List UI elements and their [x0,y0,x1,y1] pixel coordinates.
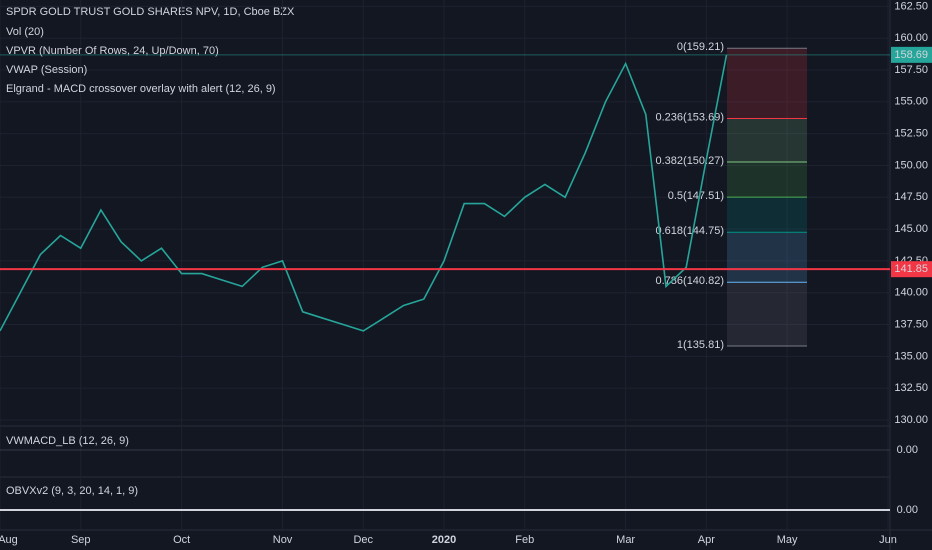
y-tick-label: 160.00 [894,32,928,44]
x-tick-label: Jun [879,534,897,546]
indicator-label: VPVR (Number Of Rows, 24, Up/Down, 70) [6,45,219,57]
indicator-label: VWAP (Session) [6,64,87,76]
x-tick-label: Apr [698,534,715,546]
x-tick-label: Dec [353,534,373,546]
price-label: 141.85 [894,263,928,275]
x-tick-label: Sep [71,534,91,546]
fib-label: 1(135.81) [677,339,724,351]
y-tick-label: 135.00 [894,350,928,362]
y-tick-label: 0.00 [897,504,918,516]
fib-label: 0.786(140.82) [656,275,725,287]
indicator-label: Vol (20) [6,26,44,38]
x-tick-label: Nov [273,534,293,546]
price-label-box [891,46,932,63]
fib-band [727,48,807,119]
y-tick-label: 150.00 [894,159,928,171]
y-tick-label: 147.50 [894,191,928,203]
panel-title: VWMACD_LB (12, 26, 9) [6,435,129,447]
x-tick-label: Feb [515,534,534,546]
fib-label: 0.236(153.69) [656,111,725,123]
fib-band [727,118,807,163]
y-tick-label: 155.00 [894,96,928,108]
y-tick-label: 130.00 [894,414,928,426]
x-tick-label: 2020 [432,534,456,546]
price-line [0,54,728,332]
price-label: 158.69 [894,49,928,61]
fib-label: 0.618(144.75) [656,225,725,237]
y-tick-label: 0.00 [897,444,918,456]
price-label-box [891,261,932,278]
y-tick-label: 132.50 [894,382,928,394]
panel-title: OBVXv2 (9, 3, 20, 14, 1, 9) [6,485,138,497]
fib-band [727,232,807,283]
y-tick-label: 145.00 [894,223,928,235]
x-tick-label: Aug [0,534,18,546]
fib-label: 0.5(147.51) [668,190,724,202]
fib-band [727,282,807,347]
x-tick-label: Oct [173,534,190,546]
chart-title: SPDR GOLD TRUST GOLD SHARES NPV, 1D, Cbo… [6,6,295,18]
y-tick-label: 137.50 [894,318,928,330]
fib-label: 0.382(150.27) [656,155,725,167]
fib-label: 0(159.21) [677,41,724,53]
indicator-label: Elgrand - MACD crossover overlay with al… [6,83,276,95]
fib-band [727,197,807,233]
y-tick-label: 162.50 [894,0,928,12]
y-tick-label: 140.00 [894,287,928,299]
y-tick-label: 157.50 [894,64,928,76]
fib-band [727,162,807,198]
x-tick-label: May [777,534,798,546]
x-tick-label: Mar [616,534,635,546]
y-tick-label: 152.50 [894,128,928,140]
